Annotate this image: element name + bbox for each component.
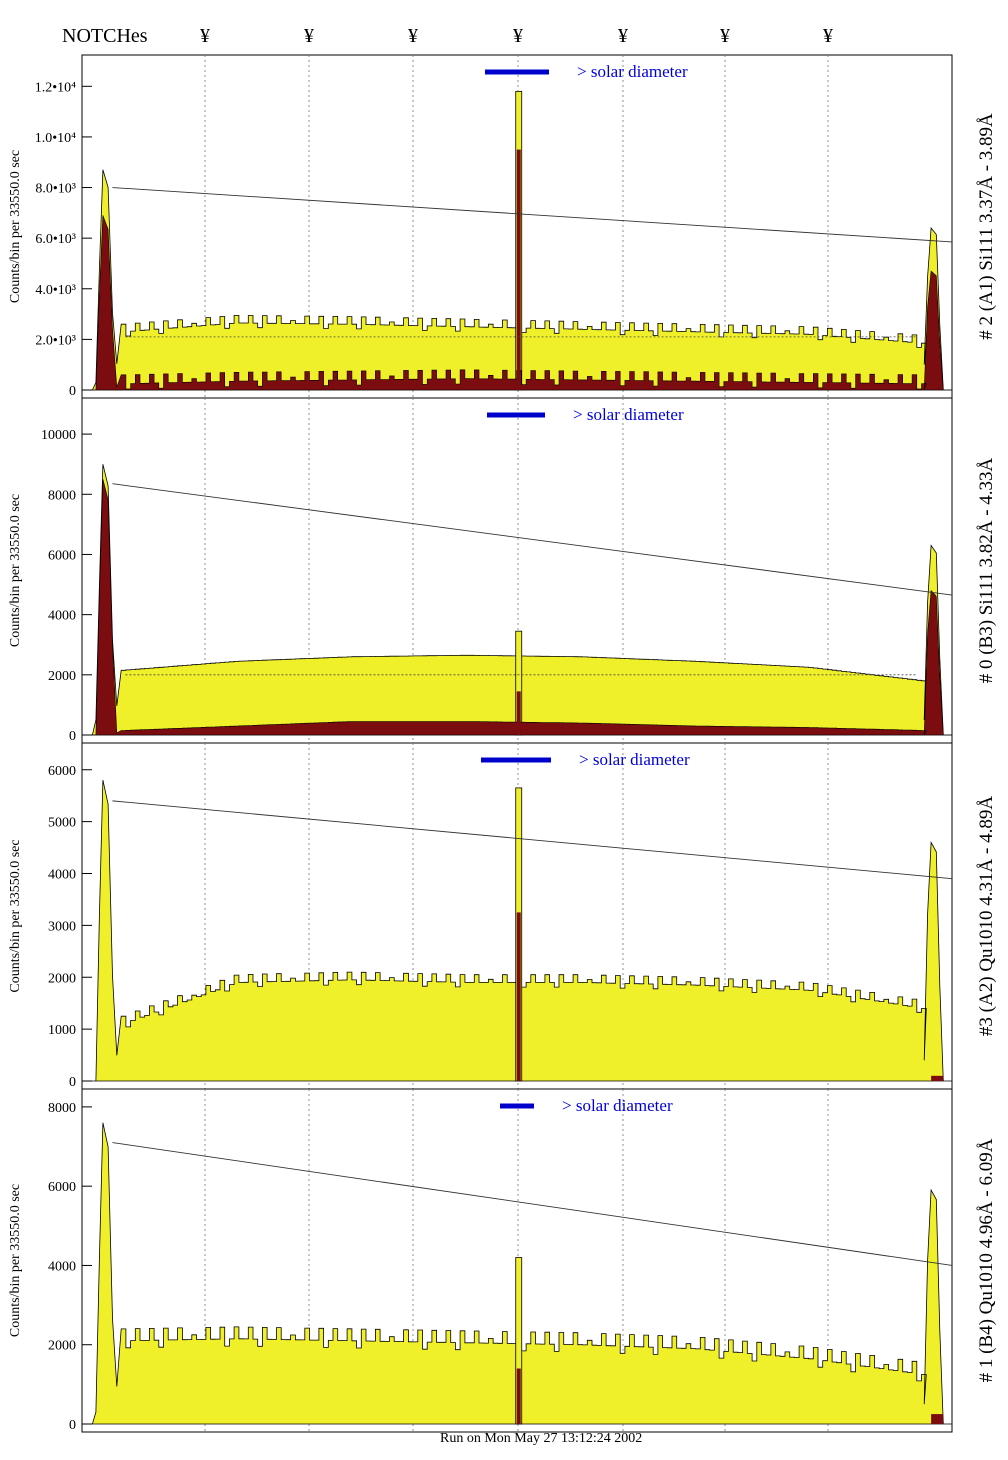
solar-diameter-annotation: > solar diameter — [579, 750, 690, 769]
y-tick-label: 4000 — [48, 868, 76, 883]
solar-diameter-annotation: > solar diameter — [577, 62, 688, 81]
center-spike-dark — [516, 1368, 521, 1424]
notch-header: NOTCHes ¥ ¥ ¥ ¥ ¥ ¥ ¥ — [62, 25, 833, 47]
notch-marker: ¥ — [200, 25, 210, 47]
y-tick-label: 1.0•10⁴ — [35, 131, 76, 146]
y-tick-label: 0 — [69, 384, 76, 399]
y-tick-label: 6000 — [48, 764, 76, 779]
notch-marker: ¥ — [304, 25, 314, 47]
spectrum-panels: 0 2.0•10³ 4.0•10³ 6.0•10³ 8.0•10³ 1.0•10⁴ 1.2•… — [8, 54, 997, 1433]
y-tick-label: 4.0•10³ — [35, 283, 76, 298]
dark-area — [82, 215, 952, 391]
notch-marker: ¥ — [823, 25, 833, 47]
y-tick-label: 0 — [69, 1418, 76, 1433]
panel-3: 0 1000 2000 3000 4000 5000 6000 Counts/bin per … — [8, 742, 997, 1090]
fit-line — [112, 187, 953, 243]
y-tick-label: 5000 — [48, 816, 76, 831]
notches-label: NOTCHes — [62, 25, 148, 47]
solar-diameter-annotation: > solar diameter — [562, 1096, 673, 1115]
panel-2: 0 2000 4000 6000 8000 10000 Counts/bin per 335… — [8, 397, 997, 744]
y-tick-label: 8000 — [48, 488, 76, 503]
center-spike-dark — [516, 912, 521, 1081]
center-spike-dark — [516, 691, 521, 735]
y-tick-label: 1.2•10⁴ — [35, 80, 76, 95]
run-timestamp: Run on Mon May 27 13:12:24 2002 — [440, 1431, 643, 1446]
light-area — [82, 464, 952, 736]
notch-marker: ¥ — [513, 25, 523, 47]
dark-right-peak — [931, 1414, 944, 1424]
center-spike-dark — [516, 149, 521, 390]
dark-area — [82, 479, 952, 736]
detector-label: # 1 (B4) Qu1010 4.96Å - 6.09Å — [976, 1138, 997, 1382]
y-tick-label: 2.0•10³ — [35, 333, 76, 348]
y-tick-label: 2000 — [48, 971, 76, 986]
y-tick-label: 8.0•10³ — [35, 182, 76, 197]
y-tick-label: 3000 — [48, 919, 76, 934]
light-area — [82, 780, 952, 1082]
notch-marker: ¥ — [618, 25, 628, 47]
y-tick-label: 0 — [69, 1075, 76, 1090]
y-tick-label: 6.0•10³ — [35, 232, 76, 247]
y-tick-label: 6000 — [48, 548, 76, 563]
y-tick-label: 8000 — [48, 1101, 76, 1116]
panel-frame — [81, 1088, 953, 1433]
fit-line — [112, 483, 953, 596]
detector-label: # 0 (B3) Si111 3.82Å - 4.33Å — [976, 457, 997, 683]
y-tick-label: 10000 — [41, 428, 76, 443]
y-tick-label: 1000 — [48, 1023, 76, 1038]
y-tick-label: 6000 — [48, 1180, 76, 1195]
light-area — [82, 169, 952, 391]
panel-4: 0 2000 4000 6000 8000 Counts/bin per 33550.0 … — [8, 1088, 997, 1433]
y-tick-label: 2000 — [48, 669, 76, 684]
fit-line — [112, 800, 953, 880]
y-axis-label: Counts/bin per 33550.0 sec — [8, 150, 23, 303]
notch-marker: ¥ — [408, 25, 418, 47]
dark-right-peak — [931, 1075, 944, 1081]
panel-1: 0 2.0•10³ 4.0•10³ 6.0•10³ 8.0•10³ 1.0•10⁴ 1.2•… — [8, 54, 997, 399]
y-tick-label: 2000 — [48, 1339, 76, 1354]
y-axis-label: Counts/bin per 33550.0 sec — [8, 494, 23, 647]
y-tick-label: 4000 — [48, 1259, 76, 1274]
detector-label: # 2 (A1) Si111 3.37Å - 3.89Å — [976, 113, 997, 340]
y-tick-label: 0 — [69, 729, 76, 744]
y-axis-label: Counts/bin per 33550.0 sec — [8, 1184, 23, 1337]
fit-line — [112, 1142, 953, 1266]
light-area — [82, 1122, 952, 1425]
notch-marker: ¥ — [720, 25, 730, 47]
y-axis-label: Counts/bin per 33550.0 sec — [8, 839, 23, 992]
solar-diameter-annotation: > solar diameter — [573, 405, 684, 424]
y-tick-label: 4000 — [48, 609, 76, 624]
detector-label: #3 (A2) Qu1010 4.31Å - 4.89Å — [976, 796, 997, 1036]
